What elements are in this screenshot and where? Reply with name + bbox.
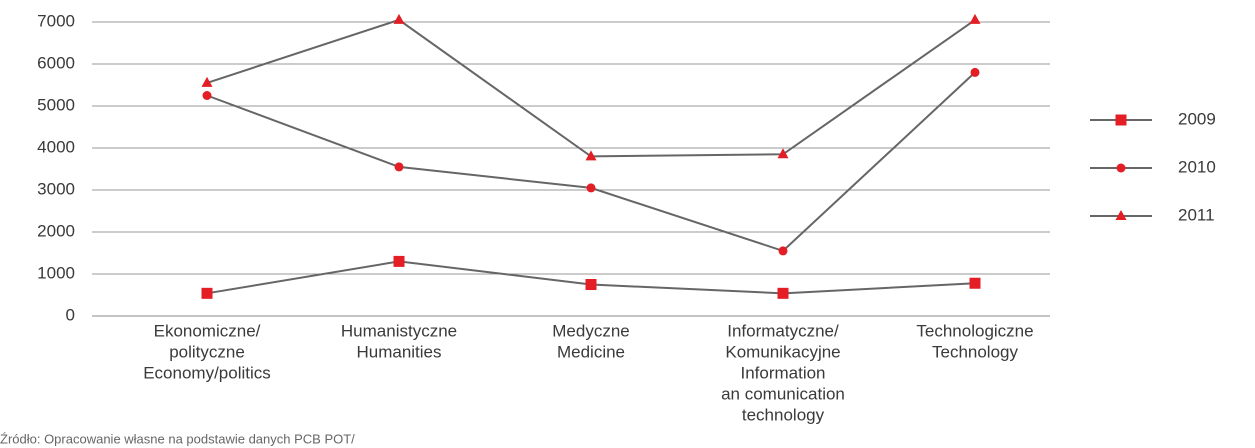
legend-marker xyxy=(1116,163,1126,173)
y-tick-label: 0 xyxy=(66,305,75,324)
y-tick-label: 2000 xyxy=(37,221,75,240)
x-tick-label: Economy/politics xyxy=(143,363,271,382)
x-tick-label: Medyczne xyxy=(552,321,629,340)
series-line xyxy=(206,71,976,253)
y-tick-label: 7000 xyxy=(37,11,75,30)
x-tick-label: an comunication xyxy=(721,384,845,403)
series-line xyxy=(206,18,976,158)
data-point xyxy=(586,183,596,193)
data-point xyxy=(777,287,789,299)
x-tick-label: Technology xyxy=(932,342,1019,361)
data-point xyxy=(969,13,981,24)
y-tick-label: 5000 xyxy=(37,95,75,114)
x-tick-label: Ekonomiczne/ xyxy=(154,321,261,340)
data-point xyxy=(201,287,213,299)
x-tick-label: polityczne xyxy=(169,342,245,361)
legend-marker xyxy=(1115,210,1127,220)
x-tick-label: technology xyxy=(742,405,825,424)
x-tick-label: Information xyxy=(740,363,825,382)
legend-marker xyxy=(1115,114,1127,126)
x-tick-label: Humanistyczne xyxy=(341,321,457,340)
x-tick-label: Komunikacyjne xyxy=(725,342,840,361)
data-point xyxy=(969,277,981,289)
data-point xyxy=(393,255,405,267)
data-point xyxy=(585,150,597,161)
x-tick-label: Medicine xyxy=(557,342,625,361)
x-tick-label: Humanities xyxy=(356,342,441,361)
data-point xyxy=(777,148,789,159)
y-tick-label: 3000 xyxy=(37,179,75,198)
y-tick-label: 1000 xyxy=(37,263,75,282)
legend-label: 2011 xyxy=(1178,205,1215,224)
x-tick-label: Technologiczne xyxy=(916,321,1033,340)
data-point xyxy=(202,91,212,100)
legend-label: 2010 xyxy=(1178,157,1216,176)
x-tick-label: Informatyczne/ xyxy=(727,321,839,340)
data-point xyxy=(585,279,597,290)
data-point xyxy=(201,76,213,87)
legend-label: 2009 xyxy=(1178,109,1216,128)
data-point xyxy=(778,246,788,256)
source-note: Źródło: Opracowanie własne na podstawie … xyxy=(0,431,355,446)
y-tick-label: 4000 xyxy=(37,137,75,156)
data-point xyxy=(393,13,405,24)
data-point xyxy=(970,67,980,77)
data-point xyxy=(394,162,404,172)
y-tick-label: 6000 xyxy=(37,53,75,72)
